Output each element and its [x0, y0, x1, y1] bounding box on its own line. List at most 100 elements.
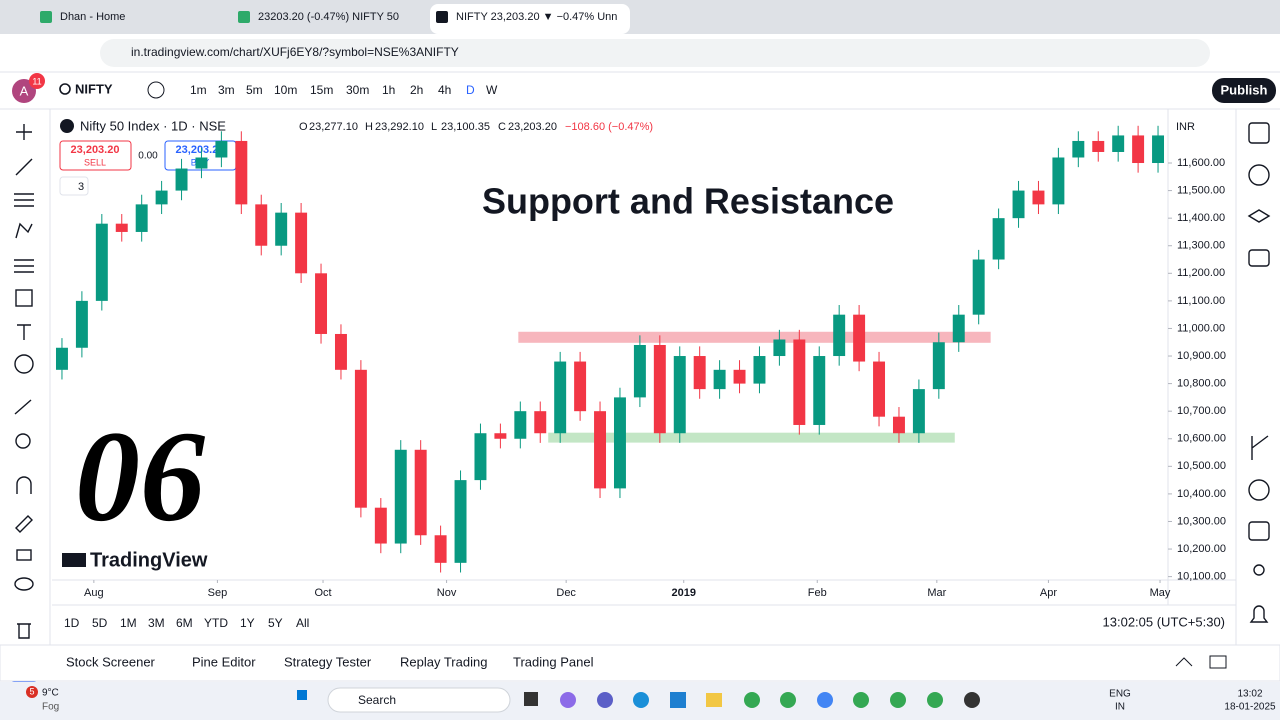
- chats[interactable]: [1248, 249, 1270, 267]
- clock: 13:02:05 (UTC+5:30): [1103, 614, 1225, 629]
- zoom-tool[interactable]: [15, 433, 31, 449]
- line-tool[interactable]: [15, 158, 33, 176]
- range-button[interactable]: 5D: [92, 616, 108, 630]
- delete-tool[interactable]: [17, 623, 31, 639]
- zone: [548, 432, 955, 443]
- app-icon[interactable]: [817, 692, 833, 708]
- candle-body: [394, 449, 407, 544]
- x-tick-label: Oct: [314, 587, 331, 599]
- candle-body: [892, 416, 905, 434]
- app-icon[interactable]: [927, 692, 943, 708]
- app-icon[interactable]: [597, 692, 613, 708]
- calendar[interactable]: [1248, 521, 1270, 541]
- url-box[interactable]: [100, 39, 1210, 67]
- url[interactable]: in.tradingview.com/chart/XUFj6EY8/?symbo…: [131, 45, 459, 59]
- crosshair-tool[interactable]: [16, 124, 32, 140]
- date[interactable]: 18-01-2025: [1224, 702, 1276, 713]
- data-window[interactable]: [1247, 209, 1271, 223]
- fib-tool[interactable]: [14, 193, 34, 207]
- draw-mode[interactable]: [15, 515, 33, 533]
- ohlc-c-label: C: [498, 121, 506, 133]
- candle-body: [275, 212, 288, 246]
- interval[interactable]: D: [466, 83, 475, 97]
- app-icon[interactable]: [780, 692, 796, 708]
- region[interactable]: IN: [1115, 702, 1125, 713]
- y-tick-label: 10,200.00: [1177, 543, 1226, 555]
- app-icon[interactable]: [670, 692, 686, 708]
- notifications[interactable]: [1249, 605, 1269, 623]
- streams[interactable]: [1248, 479, 1270, 501]
- time[interactable]: 13:02: [1237, 689, 1262, 700]
- y-tick-label: 11,100.00: [1177, 295, 1225, 307]
- panel-tab[interactable]: Trading Panel: [513, 654, 594, 669]
- app-icon[interactable]: [706, 693, 722, 707]
- magnet-tool[interactable]: [16, 476, 32, 494]
- ohlc-l-label: L: [431, 121, 437, 133]
- language[interactable]: ENG: [1109, 689, 1131, 700]
- temperature: 9°C: [42, 688, 59, 699]
- panel-tab[interactable]: Replay Trading: [400, 654, 487, 669]
- interval[interactable]: 15m: [310, 83, 333, 97]
- taskbar-search[interactable]: [327, 687, 511, 713]
- publish-button[interactable]: [1212, 78, 1276, 103]
- tab-title[interactable]: NIFTY 23,203.20 ▼ −0.47% Unn: [456, 11, 617, 23]
- lock-tool[interactable]: [16, 549, 32, 561]
- candle-body: [175, 168, 188, 191]
- range-button[interactable]: 1Y: [240, 616, 255, 630]
- panel-tab[interactable]: Pine Editor: [192, 654, 256, 669]
- text-tool[interactable]: [17, 324, 31, 340]
- interval[interactable]: 1h: [382, 83, 395, 97]
- alerts[interactable]: [1248, 164, 1270, 186]
- app-icon[interactable]: [560, 692, 576, 708]
- interval[interactable]: 1m: [190, 83, 207, 97]
- community[interactable]: [1253, 564, 1265, 576]
- indicators-toggle[interactable]: [59, 176, 89, 196]
- interval[interactable]: 5m: [246, 83, 263, 97]
- ideas[interactable]: [1251, 435, 1269, 460]
- range-button[interactable]: 1M: [120, 616, 137, 630]
- candle-body: [1152, 135, 1165, 164]
- interval[interactable]: W: [486, 83, 498, 97]
- range-button[interactable]: 3M: [148, 616, 165, 630]
- active-tab[interactable]: [430, 4, 630, 34]
- range-button[interactable]: 5Y: [268, 616, 283, 630]
- range-button[interactable]: 6M: [176, 616, 193, 630]
- app-icon[interactable]: [964, 692, 980, 708]
- currency[interactable]: INR: [1176, 121, 1195, 133]
- shape-tool[interactable]: [15, 289, 33, 307]
- start-button[interactable]: [297, 690, 307, 700]
- avatar[interactable]: [12, 79, 36, 103]
- add-symbol[interactable]: [147, 81, 165, 99]
- interval[interactable]: 2h: [410, 83, 423, 97]
- interval[interactable]: 4h: [438, 83, 451, 97]
- app-icon[interactable]: [890, 692, 906, 708]
- tab-title[interactable]: 23203.20 (-0.47%) NIFTY 50: [258, 11, 399, 23]
- projection-tool[interactable]: [14, 259, 34, 273]
- tab-icon: [238, 11, 250, 23]
- symbol[interactable]: NIFTY: [75, 81, 113, 96]
- right-toolbar: [1247, 122, 1271, 623]
- pattern-tool[interactable]: [15, 222, 33, 239]
- app-icon[interactable]: [744, 692, 760, 708]
- interval[interactable]: 3m: [218, 83, 235, 97]
- hide-tool[interactable]: [14, 577, 34, 591]
- tab-title[interactable]: Dhan - Home: [60, 11, 125, 23]
- icon-tool[interactable]: [14, 354, 34, 374]
- watchlist[interactable]: [1248, 122, 1270, 144]
- panel-tab[interactable]: Stock Screener: [66, 654, 156, 669]
- sell-button[interactable]: [59, 140, 132, 171]
- interval[interactable]: 30m: [346, 83, 369, 97]
- panel-controls[interactable]: [1175, 655, 1227, 669]
- y-tick-label: 10,800.00: [1177, 378, 1226, 390]
- measure-tool[interactable]: [14, 399, 32, 415]
- range-button[interactable]: 1D: [64, 616, 80, 630]
- interval[interactable]: 10m: [274, 83, 297, 97]
- panel-tab[interactable]: Strategy Tester: [284, 654, 372, 669]
- range-button[interactable]: All: [296, 616, 309, 630]
- candle-body: [693, 356, 706, 390]
- range-button[interactable]: YTD: [204, 616, 228, 630]
- candle-body: [374, 507, 387, 544]
- app-icon[interactable]: [633, 692, 649, 708]
- app-icon[interactable]: [853, 692, 869, 708]
- app-icon[interactable]: [524, 692, 538, 706]
